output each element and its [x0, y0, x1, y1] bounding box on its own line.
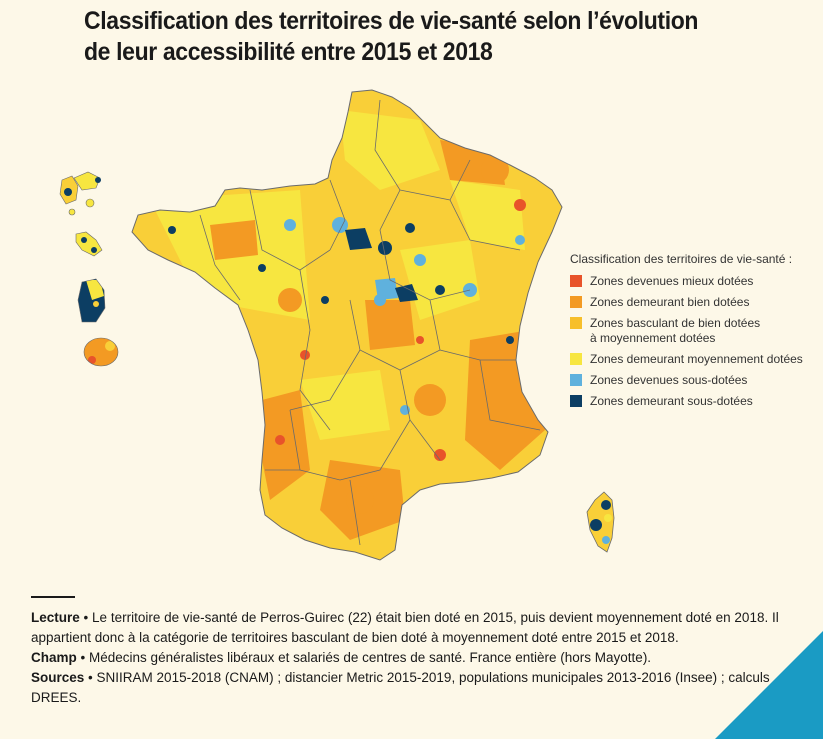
- legend-label: Zones demeurant moyennement dotées: [590, 352, 803, 366]
- sources-text: SNIIRAM 2015-2018 (CNAM) ; distancier Me…: [31, 670, 770, 705]
- legend-swatch: [570, 374, 582, 386]
- notes-divider: [31, 596, 75, 598]
- la-reunion: [83, 337, 119, 367]
- champ-text: Médecins généralistes libéraux et salari…: [89, 650, 652, 665]
- corner-accent: [715, 631, 823, 739]
- legend-items: Zones devenues mieux dotées Zones demeura…: [570, 274, 815, 409]
- legend-swatch: [570, 275, 582, 287]
- lecture-text: Le territoire de vie-santé de Perros-Gui…: [31, 610, 779, 645]
- legend-item: Zones basculant de bien dotées à moyennem…: [570, 316, 815, 346]
- bullet: •: [88, 670, 93, 685]
- guadeloupe: [59, 171, 101, 216]
- guyane: [77, 278, 106, 323]
- title-line-1: Classification des territoires de vie-sa…: [84, 7, 699, 35]
- legend-label: Zones devenues sous-dotées: [590, 373, 748, 387]
- lecture-label: Lecture: [31, 610, 80, 625]
- bullet: •: [83, 610, 89, 625]
- note-sources: Sources • SNIIRAM 2015-2018 (CNAM) ; dis…: [31, 668, 801, 708]
- legend-title: Classification des territoires de vie-sa…: [570, 252, 793, 266]
- legend-item: Zones demeurant bien dotées: [570, 295, 815, 310]
- page-title: Classification des territoires de vie-sa…: [84, 6, 728, 68]
- map-legend: Classification des territoires de vie-sa…: [570, 252, 815, 415]
- corse: [586, 491, 615, 553]
- legend-swatch: [570, 395, 582, 407]
- mainland-france: [131, 89, 563, 561]
- legend-swatch: [570, 353, 582, 365]
- sources-label: Sources: [31, 670, 85, 685]
- legend-item: Zones demeurant sous-dotées: [570, 394, 815, 409]
- title-line-2: de leur accessibilité entre 2015 et 2018: [84, 38, 493, 66]
- legend-label: Zones demeurant sous-dotées: [590, 394, 753, 408]
- legend-item: Zones devenues mieux dotées: [570, 274, 815, 289]
- legend-item: Zones demeurant moyennement dotées: [570, 352, 815, 367]
- legend-label: Zones devenues mieux dotées: [590, 274, 754, 288]
- legend-item: Zones devenues sous-dotées: [570, 373, 815, 388]
- note-lecture: Lecture • Le territoire de vie-santé de …: [31, 608, 801, 648]
- legend-swatch: [570, 296, 582, 308]
- notes: Lecture • Le territoire de vie-santé de …: [31, 608, 801, 708]
- legend-label: Zones basculant de bien dotées à moyennem…: [590, 316, 761, 345]
- note-champ: Champ • Médecins généralistes libéraux e…: [31, 648, 801, 668]
- legend-swatch: [570, 317, 582, 329]
- martinique: [75, 231, 103, 257]
- legend-label: Zones demeurant bien dotées: [590, 295, 750, 309]
- bullet: •: [80, 650, 86, 665]
- champ-label: Champ: [31, 650, 77, 665]
